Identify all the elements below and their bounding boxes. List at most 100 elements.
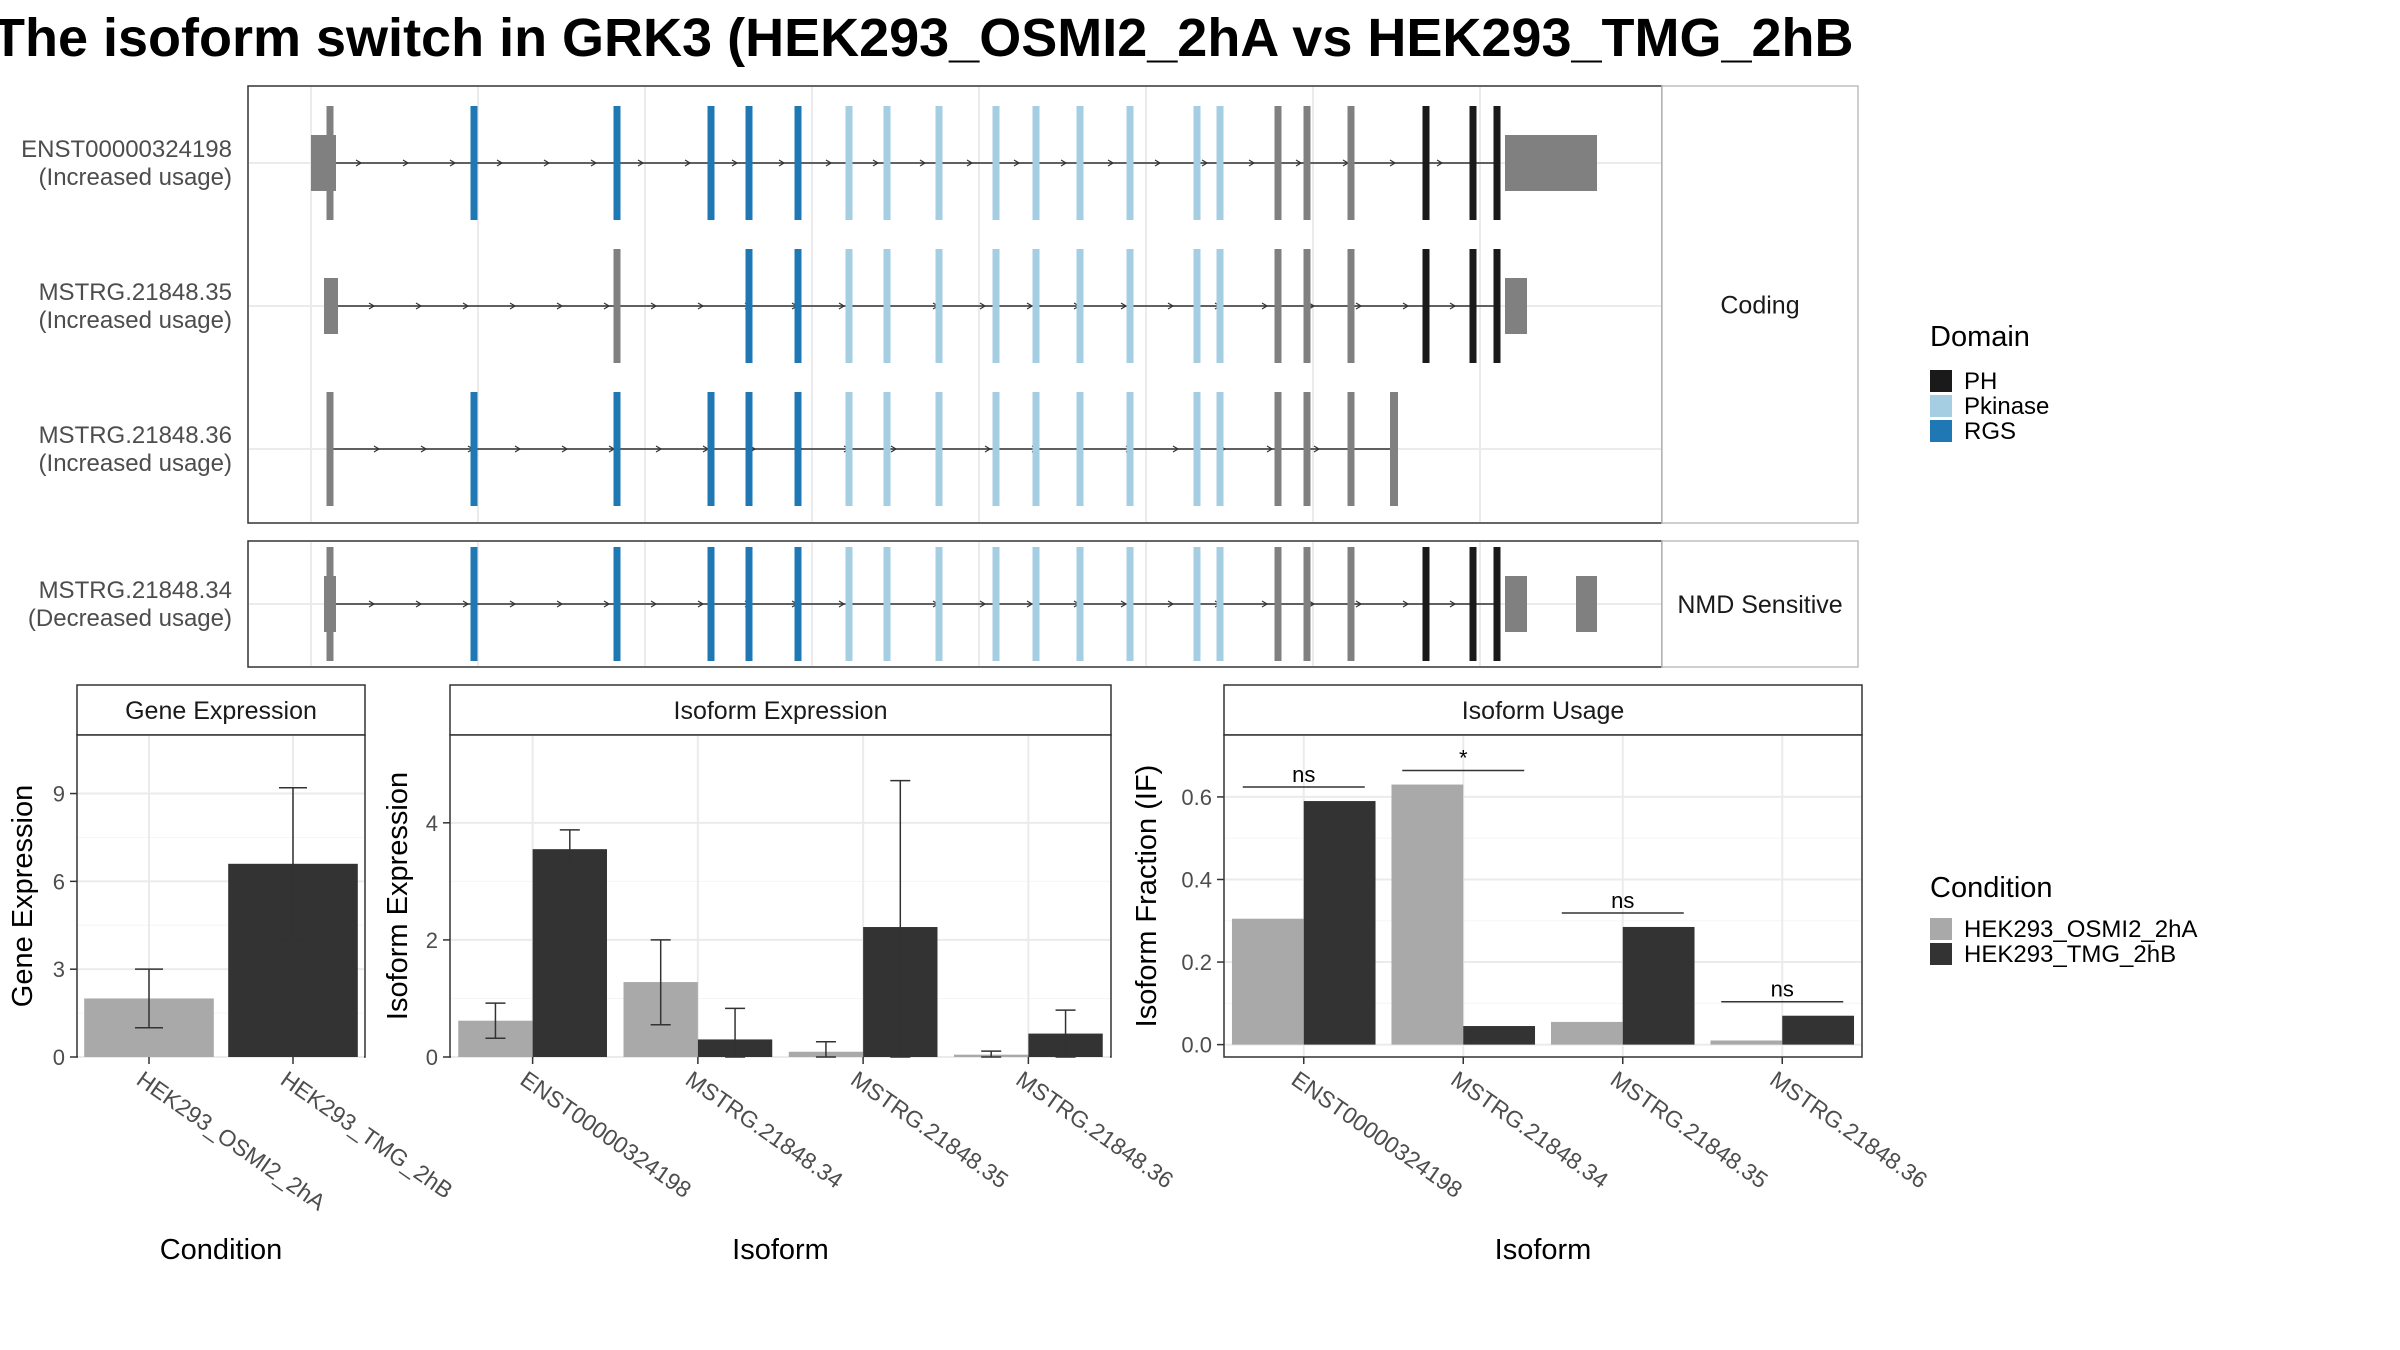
strand-arrow — [650, 600, 658, 608]
cds-exon — [745, 249, 753, 363]
x-axis-title: Isoform — [1495, 1234, 1592, 1266]
cds-exon — [1303, 392, 1311, 506]
y-axis-title: Isoform Fraction (IF) — [1131, 765, 1163, 1028]
transcript-id-label: MSTRG.21848.35 — [39, 279, 232, 306]
cds-exon — [883, 249, 891, 363]
x-tick-label: MSTRG.21848.34 — [1446, 1066, 1613, 1194]
cds-exon — [1303, 547, 1311, 661]
utr-exon — [1505, 278, 1527, 334]
strand-arrow — [420, 445, 428, 453]
cds-exon — [1076, 392, 1084, 506]
strand-arrow — [449, 159, 457, 167]
strand-arrow — [1313, 445, 1321, 453]
cds-exon — [1032, 392, 1040, 506]
cds-exon — [326, 392, 334, 506]
transcript-id-label: ENST00000324198 — [21, 136, 232, 163]
cds-exon — [1032, 547, 1040, 661]
cds-exon — [935, 106, 943, 220]
condition-legend-key — [1930, 943, 1952, 965]
domain-legend-key — [1930, 370, 1952, 392]
y-axis-title: Gene Expression — [7, 785, 39, 1007]
y-tick-label: 4 — [426, 811, 438, 836]
bar — [1710, 1040, 1783, 1045]
cds-exon — [1193, 547, 1201, 661]
y-tick-label: 0 — [53, 1045, 65, 1070]
strand-arrow — [1402, 302, 1410, 310]
significance-label: ns — [1292, 762, 1315, 787]
panel-strip-title: Gene Expression — [125, 697, 317, 725]
cds-exon — [1076, 106, 1084, 220]
cds-exon — [845, 106, 853, 220]
cds-exon — [1422, 106, 1430, 220]
cds-exon — [1126, 106, 1134, 220]
strand-arrow — [415, 600, 423, 608]
cds-exon — [326, 547, 334, 661]
cds-exon — [794, 249, 802, 363]
cds-exon — [1422, 249, 1430, 363]
strand-arrow — [402, 159, 410, 167]
x-tick-label: MSTRG.21848.35 — [1606, 1066, 1773, 1194]
y-tick-label: 6 — [53, 869, 65, 894]
strand-arrow — [1013, 159, 1021, 167]
cds-exon — [707, 547, 715, 661]
cds-exon — [935, 392, 943, 506]
cds-exon — [883, 106, 891, 220]
strand-arrow — [966, 159, 974, 167]
strand-arrow — [1308, 600, 1316, 608]
panel-strip-title: Isoform Expression — [674, 697, 888, 725]
y-axis-title: Isoform Expression — [382, 772, 414, 1020]
cds-exon — [992, 547, 1000, 661]
strand-arrow — [415, 302, 423, 310]
panel-strip — [449, 684, 1112, 736]
cds-exon — [745, 547, 753, 661]
cds-exon — [1076, 249, 1084, 363]
strand-arrow — [462, 600, 470, 608]
cds-exon — [1422, 547, 1430, 661]
strand-arrow — [1261, 600, 1269, 608]
group-strip — [1661, 540, 1859, 668]
cds-exon — [1303, 106, 1311, 220]
y-tick-label: 9 — [53, 782, 65, 807]
strand-arrow — [838, 302, 846, 310]
strand-arrow — [590, 159, 598, 167]
cds-exon — [1216, 106, 1224, 220]
utr-exon — [1576, 576, 1597, 632]
cds-exon — [1469, 106, 1477, 220]
strand-arrow — [1167, 600, 1175, 608]
transcript-usage-label: (Increased usage) — [39, 164, 232, 191]
cds-exon — [613, 392, 621, 506]
strand-arrow — [368, 302, 376, 310]
domain-legend-title: Domain — [1930, 321, 2030, 353]
strand-arrow — [1295, 159, 1303, 167]
x-tick-label: MSTRG.21848.35 — [846, 1066, 1013, 1194]
x-tick-label: MSTRG.21848.36 — [1765, 1066, 1932, 1194]
cds-exon — [992, 392, 1000, 506]
strand-arrow — [603, 302, 611, 310]
cds-exon — [745, 106, 753, 220]
strand-arrow — [979, 302, 987, 310]
cds-exon — [1216, 392, 1224, 506]
x-tick-label: MSTRG.21848.34 — [681, 1066, 848, 1194]
cds-exon — [1193, 392, 1201, 506]
strand-arrow — [919, 159, 927, 167]
cds-exon — [1126, 249, 1134, 363]
utr-exon — [1505, 135, 1597, 191]
cds-exon — [1126, 392, 1134, 506]
cds-exon — [1347, 106, 1355, 220]
strand-arrow — [1449, 600, 1457, 608]
bar — [532, 849, 607, 1057]
strand-arrow — [1248, 159, 1256, 167]
bar — [1550, 1021, 1623, 1045]
strand-arrow — [1436, 159, 1444, 167]
cds-exon — [613, 547, 621, 661]
cds-exon — [1493, 106, 1501, 220]
cds-exon — [992, 106, 1000, 220]
strand-arrow — [462, 302, 470, 310]
x-tick-label: ENST00000324198 — [516, 1066, 696, 1203]
cds-exon — [1347, 547, 1355, 661]
strand-arrow — [1120, 302, 1128, 310]
cds-exon — [745, 392, 753, 506]
panel-strip — [76, 684, 366, 736]
y-tick-label: 2 — [426, 928, 438, 953]
